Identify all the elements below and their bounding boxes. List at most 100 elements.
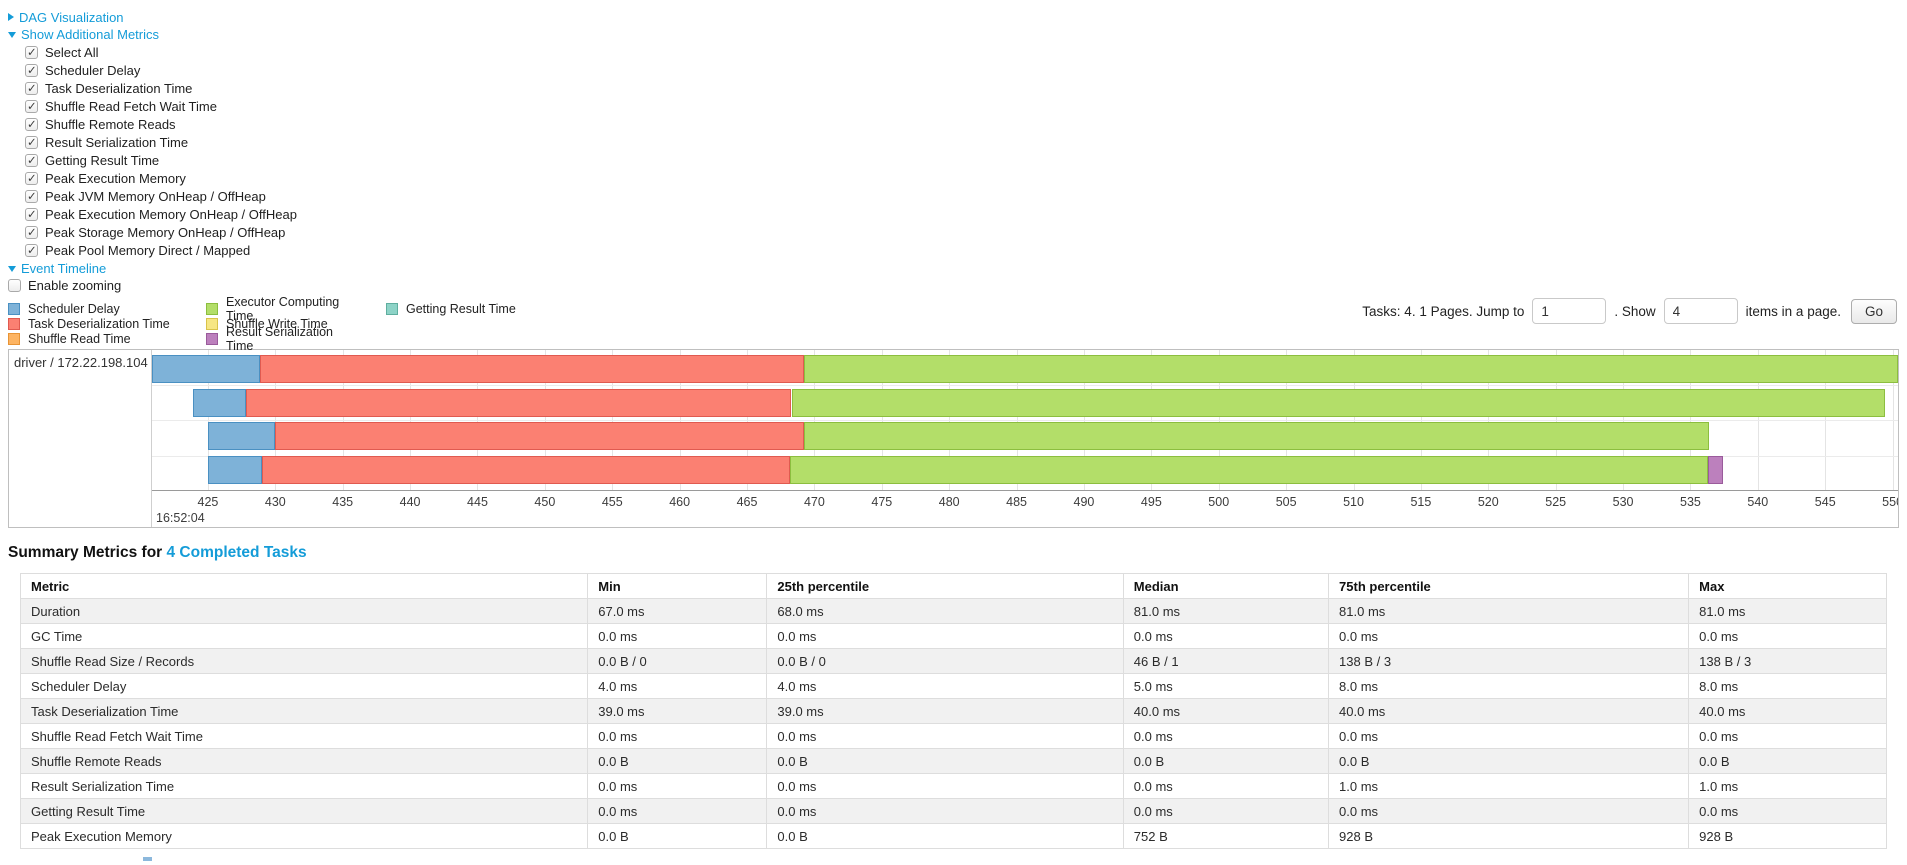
summary-row-result-serialization-time: Result Serialization Time 0.0 ms 0.0 ms 0.0… <box>19 773 1887 799</box>
metric-checkbox-shuffle-read-fetch-wait-time[interactable]: Shuffle Read Fetch Wait Time <box>25 97 1899 115</box>
column-header-median: Median <box>1122 573 1330 599</box>
items-per-page-input[interactable] <box>1663 298 1738 324</box>
metric-checkbox-label: Select All <box>45 44 99 60</box>
summary-title-text: Summary Metrics for <box>8 544 167 561</box>
metric-value-cell: 0.0 ms <box>1122 723 1330 749</box>
scheduler-delay-bar[interactable] <box>207 422 276 450</box>
axis-tick-label: 510 <box>1343 495 1364 509</box>
metric-value-cell: 928 B <box>1688 823 1887 849</box>
axis-tick-label: 520 <box>1477 495 1499 509</box>
metric-checkbox-label: Peak Execution Memory <box>45 170 186 186</box>
metric-checkbox-label: Peak JVM Memory OnHeap / OffHeap <box>45 188 266 204</box>
metric-value-cell: 0.0 ms <box>1328 798 1690 824</box>
metric-checkbox-select-all[interactable]: Select All <box>25 43 1899 61</box>
metric-checkbox-shuffle-remote-reads[interactable]: Shuffle Remote Reads <box>25 115 1899 133</box>
summary-row-shuffle-remote-reads: Shuffle Remote Reads 0.0 B 0.0 B 0.0 B 0.0 B… <box>19 748 1887 774</box>
checkbox-icon <box>25 45 38 59</box>
show-additional-metrics-toggle[interactable]: Show Additional Metrics <box>8 27 159 42</box>
metric-name-cell: Shuffle Read Size / Records <box>19 648 589 674</box>
metric-value-cell: 0.0 ms <box>587 798 768 824</box>
axis-tick-label: 480 <box>938 495 960 509</box>
shuffle_write-swatch-icon <box>206 317 218 330</box>
metric-checkbox-label: Task Deserialization Time <box>45 80 193 96</box>
dag-visualization-toggle[interactable]: DAG Visualization <box>8 10 124 25</box>
checkbox-icon <box>25 99 38 113</box>
axis-tick-label: 435 <box>332 495 354 509</box>
axis-tick-label: 550 <box>1882 495 1898 509</box>
axis-tick-label: 515 <box>1410 495 1432 509</box>
dag-visualization-label: DAG Visualization <box>19 9 124 25</box>
summary-row-scheduler-delay: Scheduler Delay 4.0 ms 4.0 ms 5.0 ms 8.0 ms 8… <box>19 673 1887 699</box>
axis-tick-label: 445 <box>467 495 488 509</box>
chevron-down-icon <box>8 32 16 38</box>
metric-checkbox-label: Shuffle Remote Reads <box>45 116 176 132</box>
metric-checkbox-scheduler-delay[interactable]: Scheduler Delay <box>25 61 1899 79</box>
executor-computing-bar[interactable] <box>791 389 1885 417</box>
summary-row-shuffle-read-fetch-wait-time: Shuffle Read Fetch Wait Time 0.0 ms 0.0 ms… <box>19 723 1887 749</box>
completed-tasks-link[interactable]: 4 Completed Tasks <box>166 544 307 561</box>
executor-computing-bar[interactable] <box>803 422 1710 450</box>
metric-value-cell: 39.0 ms <box>587 698 768 724</box>
event-timeline-toggle[interactable]: Event Timeline <box>8 261 106 276</box>
metric-value-cell: 0.0 ms <box>766 773 1124 799</box>
metric-value-cell: 0.0 B <box>587 748 768 774</box>
executor_computing-swatch-icon <box>206 302 218 315</box>
checkbox-icon <box>25 135 38 149</box>
result-serialization-bar[interactable] <box>1707 456 1723 484</box>
legend-label: Shuffle Write Time <box>226 316 328 331</box>
checkbox-icon <box>25 153 38 167</box>
enable-zooming-label: Enable zooming <box>28 278 122 293</box>
scheduler-delay-bar[interactable] <box>207 456 262 484</box>
chevron-right-icon <box>8 13 14 21</box>
legend-item-task-deserialization-time: Task Deserialization Time <box>8 316 180 331</box>
metric-checkbox-peak-execution-memory-onheap-offheap[interactable]: Peak Execution Memory OnHeap / OffHeap <box>25 205 1899 223</box>
partial-cutoff-element <box>143 857 152 861</box>
metric-value-cell: 0.0 ms <box>1122 773 1330 799</box>
executor-computing-bar[interactable] <box>790 456 1708 484</box>
metric-value-cell: 0.0 B <box>766 823 1124 849</box>
metric-checkbox-peak-jvm-memory-onheap-offheap[interactable]: Peak JVM Memory OnHeap / OffHeap <box>25 187 1899 205</box>
summary-row-shuffle-read-size-records: Shuffle Read Size / Records 0.0 B / 0 0.0 … <box>19 648 1887 674</box>
axis-tick-label: 425 <box>197 495 219 509</box>
summary-row-peak-execution-memory: Peak Execution Memory 0.0 B 0.0 B 752 B 928 … <box>19 823 1887 849</box>
jump-to-page-input[interactable] <box>1532 298 1607 324</box>
legend-column: Getting Result Time <box>386 301 516 316</box>
metric-checkbox-peak-pool-memory-direct-mapped[interactable]: Peak Pool Memory Direct / Mapped <box>25 241 1899 259</box>
metric-value-cell: 0.0 B / 0 <box>587 648 768 674</box>
metric-checkbox-peak-execution-memory[interactable]: Peak Execution Memory <box>25 169 1899 187</box>
metric-checkbox-peak-storage-memory-onheap-offheap[interactable]: Peak Storage Memory OnHeap / OffHeap <box>25 223 1899 241</box>
metric-checkbox-getting-result-time[interactable]: Getting Result Time <box>25 151 1899 169</box>
metric-value-cell: 0.0 ms <box>1122 623 1330 649</box>
go-button[interactable]: Go <box>1850 298 1897 324</box>
metric-checkbox-task-deserialization-time[interactable]: Task Deserialization Time <box>25 79 1899 97</box>
executor-computing-bar[interactable] <box>803 355 1898 383</box>
scheduler-delay-bar[interactable] <box>152 355 261 383</box>
metric-checkbox-result-serialization-time[interactable]: Result Serialization Time <box>25 133 1899 151</box>
axis-tick-label: 535 <box>1680 495 1701 509</box>
enable-zooming-checkbox[interactable]: Enable zooming <box>8 277 1899 294</box>
axis-tick-label: 455 <box>601 495 623 509</box>
task-deserialization-bar[interactable] <box>245 389 792 417</box>
summary-row-gc-time: GC Time 0.0 ms 0.0 ms 0.0 ms 0.0 ms 0.0 ms <box>19 623 1887 649</box>
metric-value-cell: 81.0 ms <box>1122 598 1330 624</box>
checkbox-icon <box>25 81 38 95</box>
task-deserialization-bar[interactable] <box>260 355 804 383</box>
scheduler-delay-bar[interactable] <box>193 389 246 417</box>
axis-tick-label: 465 <box>736 495 758 509</box>
timeline-legend: Scheduler Delay Task Deserialization Time… <box>8 295 1899 353</box>
metric-value-cell: 0.0 B <box>1688 748 1887 774</box>
axis-tick-label: 525 <box>1545 495 1567 509</box>
axis-tick-label: 545 <box>1814 495 1836 509</box>
axis-tick-label: 540 <box>1747 495 1769 509</box>
items-in-page-text: items in a page. <box>1745 303 1841 319</box>
axis-tick-label: 450 <box>534 495 556 509</box>
timeline-plot-area: 425 430 435 440 445 450 455 460 465 470 475 480 485 4… <box>152 350 1898 527</box>
column-header-75th-percentile: 75th percentile <box>1328 573 1690 599</box>
summary-row-task-deserialization-time: Task Deserialization Time 39.0 ms 39.0 ms 4… <box>19 698 1887 724</box>
metric-name-cell: Peak Execution Memory <box>19 823 589 849</box>
task-deserialization-bar[interactable] <box>275 422 804 450</box>
task-deserialization-bar[interactable] <box>261 456 791 484</box>
legend-item-shuffle-read-time: Shuffle Read Time <box>8 331 180 346</box>
metric-value-cell: 1.0 ms <box>1328 773 1690 799</box>
metric-value-cell: 0.0 ms <box>766 798 1124 824</box>
